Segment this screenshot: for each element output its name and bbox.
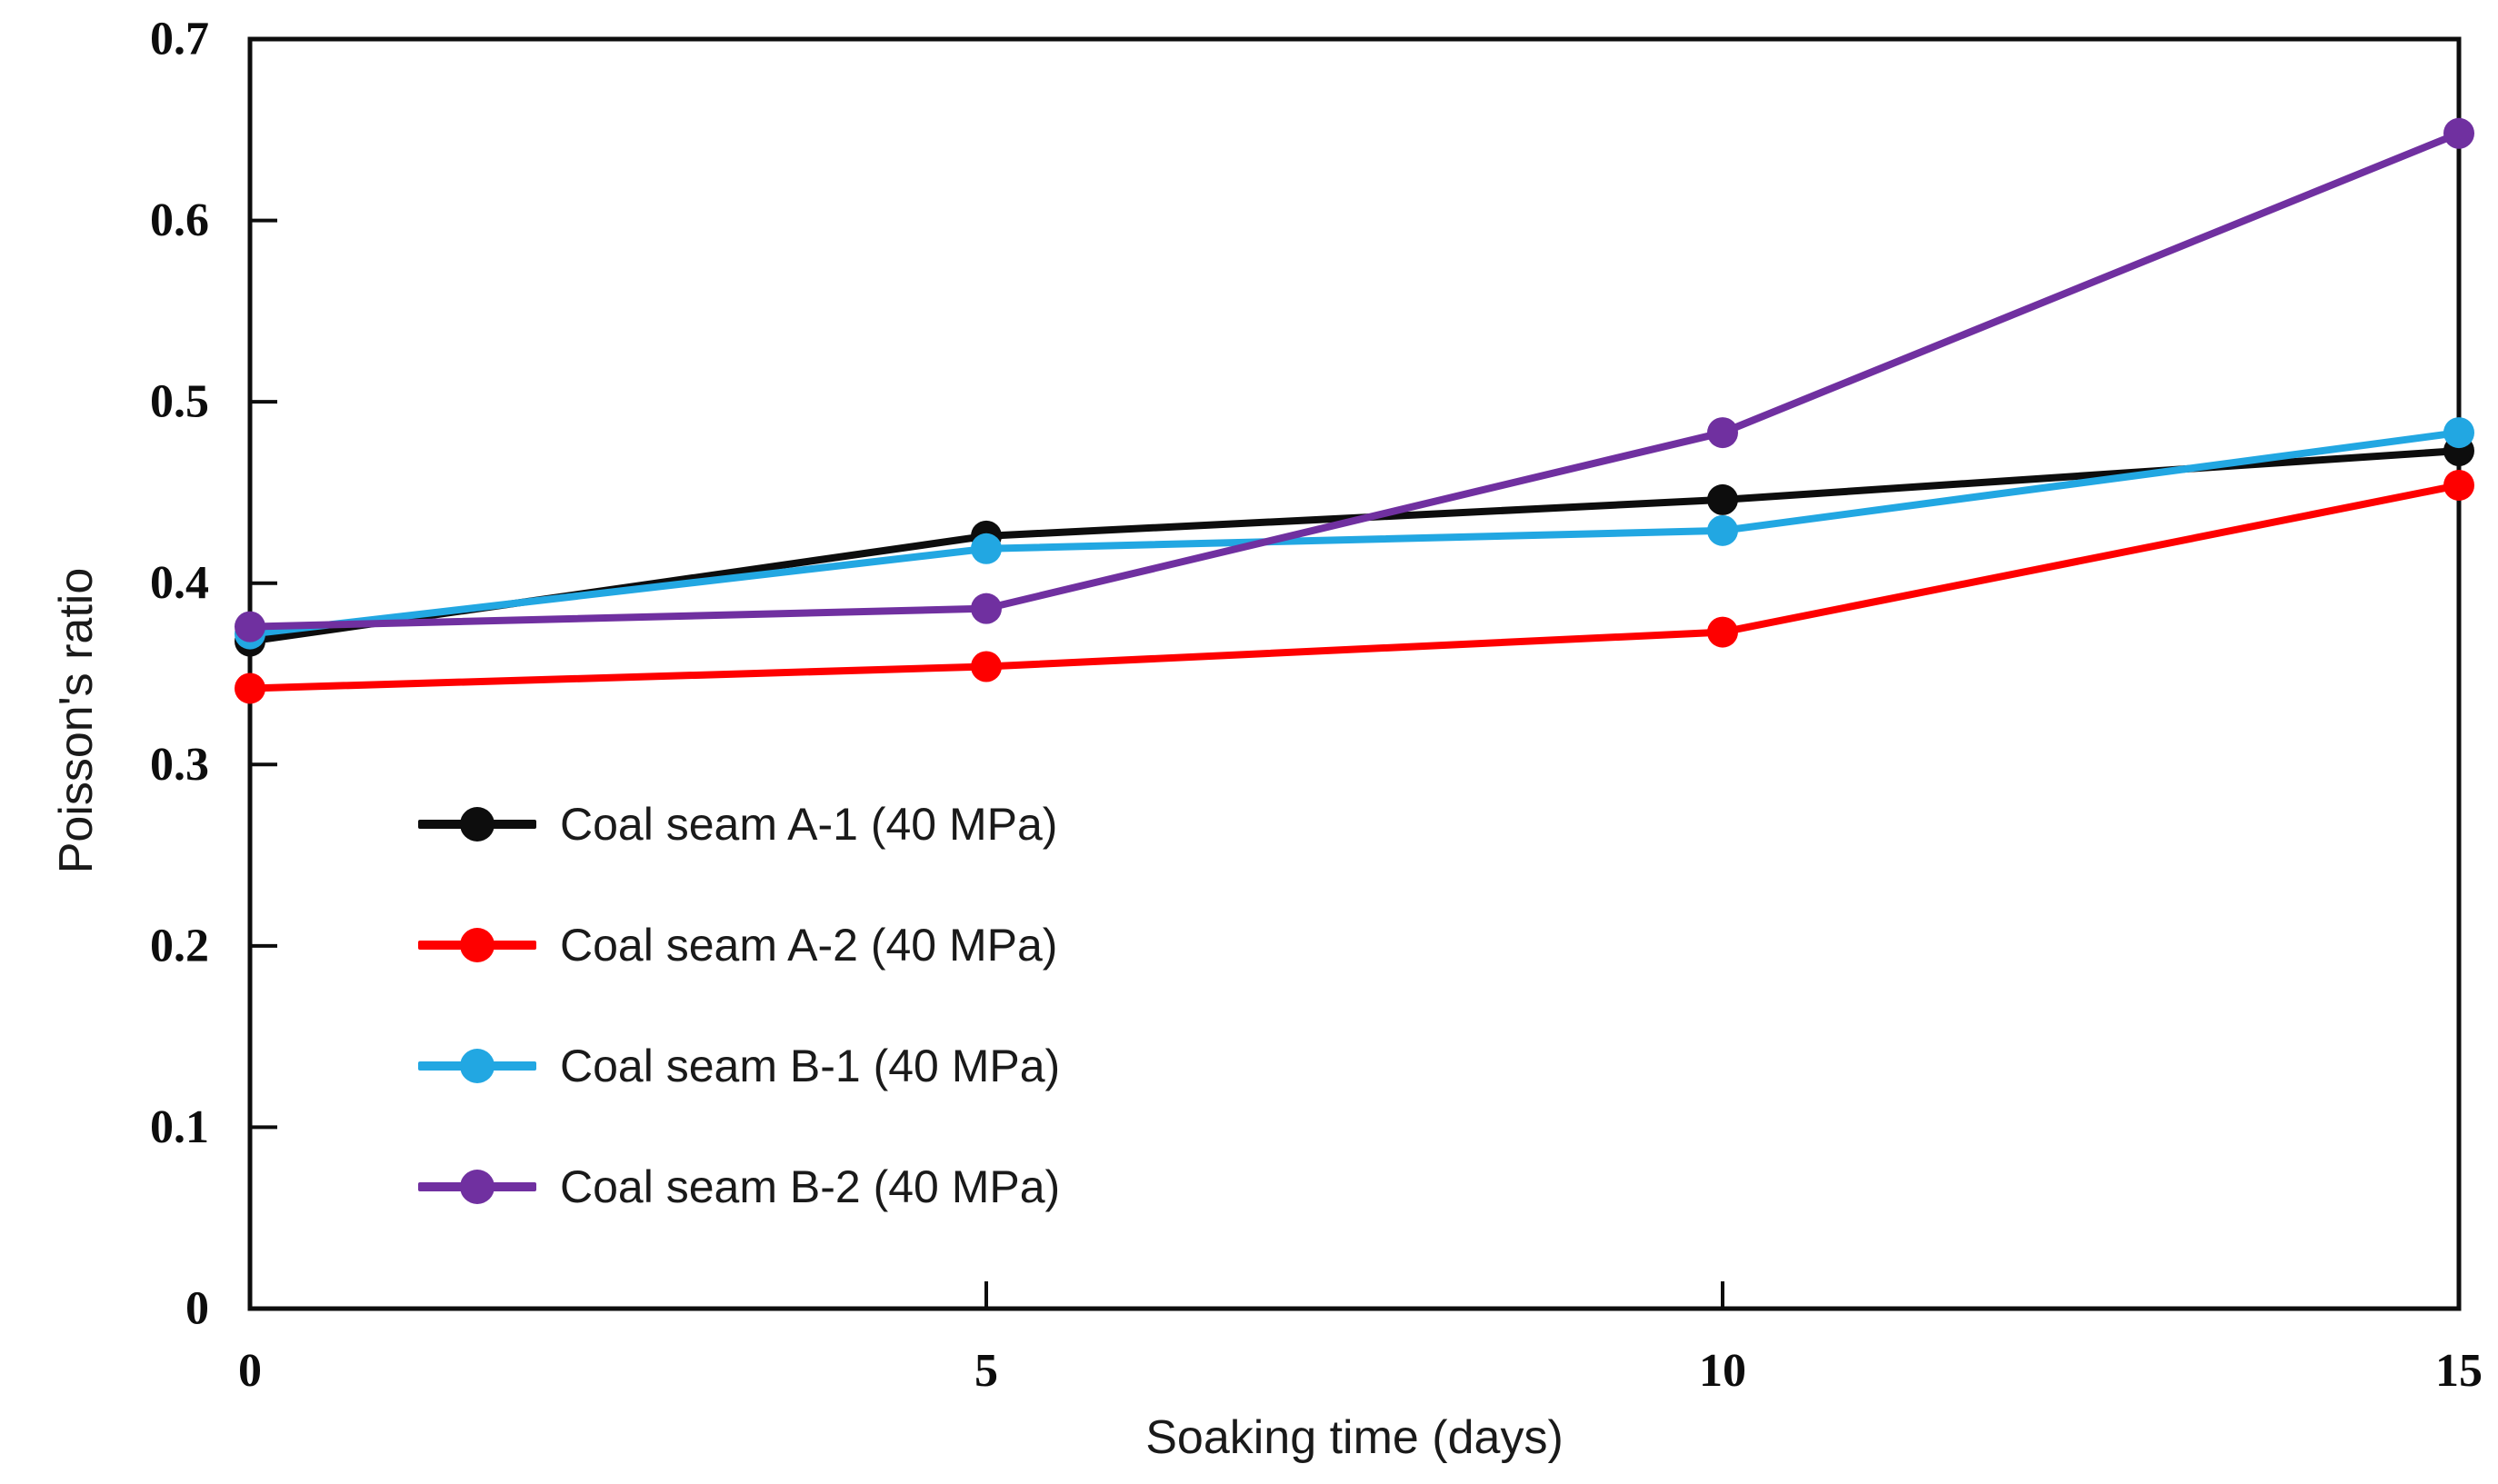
y-tick-label: 0.7 — [150, 14, 209, 65]
data-point-series-1 — [2443, 469, 2474, 501]
y-tick-label: 0 — [185, 1283, 209, 1335]
y-tick-label: 0.3 — [150, 739, 209, 791]
x-tick-label: 0 — [238, 1345, 262, 1397]
y-tick-label: 0.1 — [150, 1101, 209, 1153]
legend-label: Coal seam B-1 (40 MPa) — [560, 1040, 1061, 1091]
legend-line-marker-swatch — [418, 927, 536, 962]
x-tick-label: 5 — [974, 1345, 998, 1397]
series-line-1 — [246, 481, 2463, 692]
data-point-series-1 — [235, 672, 265, 704]
y-axis-title: Poisson's ratio — [50, 567, 103, 874]
legend-marker-dot — [460, 806, 495, 842]
legend: Coal seam A-1 (40 MPa) Coal seam A-2 (40… — [418, 763, 1060, 1247]
legend-marker-dot — [460, 1169, 495, 1204]
legend-item-coal-seam-b2: Coal seam B-2 (40 MPa) — [418, 1126, 1060, 1247]
legend-line-marker-swatch — [418, 1169, 536, 1204]
x-tick-label: 15 — [2435, 1345, 2483, 1397]
y-tick-label: 0.6 — [150, 194, 209, 246]
x-axis-title: Soaking time (days) — [1145, 1411, 1564, 1464]
data-point-series-1 — [1707, 616, 1738, 648]
data-point-series-3 — [235, 611, 265, 642]
data-point-series-2 — [1707, 514, 1738, 546]
legend-line-marker-swatch — [418, 1048, 536, 1083]
series-line-3 — [246, 129, 2463, 631]
legend-marker-dot — [460, 1048, 495, 1083]
y-tick-label: 0.4 — [150, 557, 209, 609]
legend-line-marker-swatch — [418, 806, 536, 842]
legend-label: Coal seam A-2 (40 MPa) — [560, 919, 1058, 971]
legend-label: Coal seam A-1 (40 MPa) — [560, 798, 1058, 850]
legend-item-coal-seam-b1: Coal seam B-1 (40 MPa) — [418, 1005, 1060, 1126]
data-point-series-2 — [971, 533, 1002, 564]
x-tick-label: 10 — [1699, 1345, 1746, 1397]
legend-item-coal-seam-a2: Coal seam A-2 (40 MPa) — [418, 884, 1060, 1005]
data-point-series-3 — [971, 593, 1002, 624]
data-point-series-0 — [1707, 483, 1738, 515]
data-point-series-2 — [2443, 417, 2474, 449]
data-point-series-3 — [1707, 417, 1738, 449]
legend-marker-dot — [460, 927, 495, 962]
data-point-series-3 — [2443, 117, 2474, 149]
legend-item-coal-seam-a1: Coal seam A-1 (40 MPa) — [418, 763, 1060, 884]
legend-label: Coal seam B-2 (40 MPa) — [560, 1160, 1061, 1212]
series-line-2 — [246, 429, 2463, 638]
data-point-series-1 — [971, 651, 1002, 682]
y-tick-label: 0.2 — [150, 920, 209, 971]
y-tick-label: 0.5 — [150, 376, 209, 428]
